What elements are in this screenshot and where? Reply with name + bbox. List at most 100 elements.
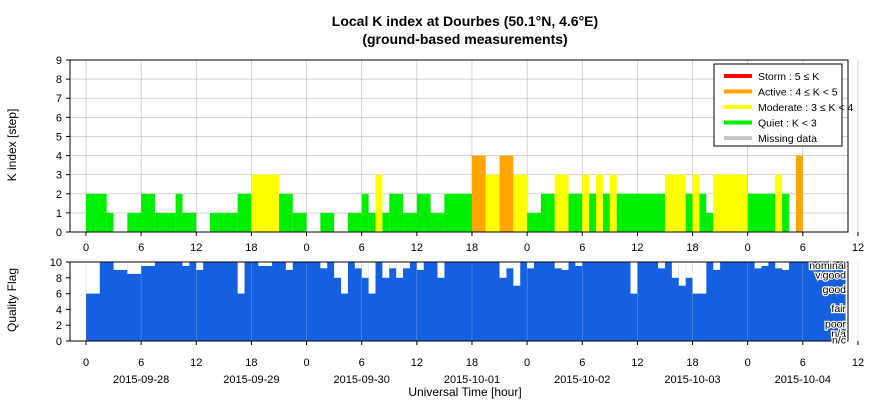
k-index-bar [175, 193, 183, 232]
top-x-tick-label: 0 [745, 242, 751, 254]
top-y-tick-label: 3 [56, 170, 62, 182]
quality-level-label: fair [831, 303, 846, 315]
bottom-x-tick-label: 0 [524, 357, 530, 369]
top-x-tick-label: 18 [686, 242, 698, 254]
bottom-x-tick-label: 12 [852, 357, 864, 369]
k-index-bar [320, 212, 335, 232]
k-index-bar [106, 212, 114, 232]
date-label: 2015-09-29 [223, 374, 279, 386]
quality-defect [334, 262, 342, 278]
quality-defect [341, 262, 348, 294]
bottom-x-tick-label: 18 [686, 357, 698, 369]
top-y-tick-label: 8 [56, 74, 62, 86]
k-index-bar [795, 155, 803, 232]
chart-subtitle: (ground-based measurements) [362, 31, 567, 47]
k-index-bar [278, 193, 293, 232]
quality-area [86, 262, 846, 341]
top-x-tick-label: 6 [138, 242, 144, 254]
quality-defect [527, 262, 535, 269]
top-y-tick-label: 0 [56, 227, 62, 239]
top-y-tick-label: 7 [56, 93, 62, 105]
bottom-x-tick-label: 18 [245, 357, 257, 369]
legend-label-quiet: Quiet : K < 3 [758, 118, 817, 130]
bottom-x-tick-label: 12 [411, 357, 423, 369]
top-x-tick-label: 18 [466, 242, 478, 254]
quality-defect [237, 262, 245, 294]
bottom-y-tick-label: 8 [56, 273, 62, 285]
top-y-tick-label: 4 [56, 151, 62, 163]
bottom-x-tick-label: 6 [359, 357, 365, 369]
quality-defect [389, 262, 397, 269]
k-index-bar [616, 193, 665, 232]
top-x-tick-label: 18 [245, 242, 257, 254]
k-index-bar [430, 212, 445, 232]
k-index-bar [444, 193, 472, 232]
quality-defect [685, 262, 693, 278]
quality-defect [754, 262, 762, 269]
top-x-tick-label: 12 [852, 242, 864, 254]
k-index-bar [699, 193, 707, 232]
quality-defect [782, 262, 790, 270]
bottom-plot-frame [69, 261, 849, 342]
top-x-tick-label: 6 [359, 242, 365, 254]
k-index-bar [527, 212, 541, 232]
quality-level-label: n/c [832, 334, 846, 346]
bottom-y-tick-label: 6 [56, 289, 62, 301]
quality-level-label: n/a [831, 328, 846, 340]
x-axis-label: Universal Time [hour] [408, 385, 521, 399]
k-index-bar [237, 193, 252, 232]
bottom-x-tick-label: 6 [579, 357, 585, 369]
top-plot-frame [69, 59, 849, 233]
k-index-bar [609, 174, 617, 232]
quality-defect [692, 262, 700, 294]
quality-level-label: nominal [809, 260, 846, 272]
k-index-bar [154, 212, 176, 232]
legend-label-active: Active : 4 ≤ K < 5 [758, 87, 838, 99]
bottom-x-tick-label: 12 [190, 357, 202, 369]
bottom-x-tick-label: 18 [466, 357, 478, 369]
k-index-bar [210, 212, 238, 232]
k-index-bar [582, 174, 590, 232]
bottom-y-axis-label: Quality Flag [5, 268, 19, 332]
quality-level-label: good [823, 284, 847, 296]
top-x-tick-label: 12 [631, 242, 643, 254]
quality-defect [713, 262, 721, 270]
k-index-bar [664, 174, 686, 232]
k-index-bar [389, 193, 404, 232]
quality-defect [396, 262, 404, 278]
bottom-y-tick-label: 0 [56, 336, 62, 348]
k-index-bar [361, 193, 369, 232]
k-index-bar [713, 174, 748, 232]
k-index-bar [602, 193, 610, 232]
top-x-tick-label: 12 [411, 242, 423, 254]
legend: Storm : 5 ≤ K Active : 4 ≤ K < 5 Moderate … [713, 63, 854, 147]
top-x-tick-label: 0 [524, 242, 530, 254]
top-x-tick-label: 12 [190, 242, 202, 254]
legend-label-missing: Missing data [758, 133, 817, 145]
quality-defect [127, 262, 142, 274]
bottom-x-tick-label: 6 [138, 357, 144, 369]
bottom-x-tick-label: 0 [303, 357, 309, 369]
quality-defect [575, 262, 583, 266]
k-index-bar [706, 212, 714, 232]
legend-label-moderate: Moderate : 3 ≤ K < 4 [758, 102, 854, 114]
top-x-tick-label: 6 [579, 242, 585, 254]
bottom-x-tick-label: 6 [800, 357, 806, 369]
top-y-tick-label: 1 [56, 208, 62, 220]
date-label: 2015-09-30 [334, 374, 390, 386]
k-index-bar [596, 174, 603, 232]
k-index-bar [485, 174, 500, 232]
k-index-bar [540, 193, 555, 232]
bottom-y-tick-label: 4 [56, 304, 62, 316]
bottom-x-tick-label: 0 [83, 357, 89, 369]
quality-defect [368, 262, 376, 294]
top-y-tick-label: 6 [56, 112, 62, 124]
k-index-bar [692, 174, 700, 232]
legend-label-storm: Storm : 5 ≤ K [758, 71, 819, 83]
bottom-y-tick-label: 10 [50, 257, 62, 269]
quality-defect [141, 262, 155, 266]
k-index-bar [127, 212, 142, 232]
quality-defect [699, 262, 707, 294]
